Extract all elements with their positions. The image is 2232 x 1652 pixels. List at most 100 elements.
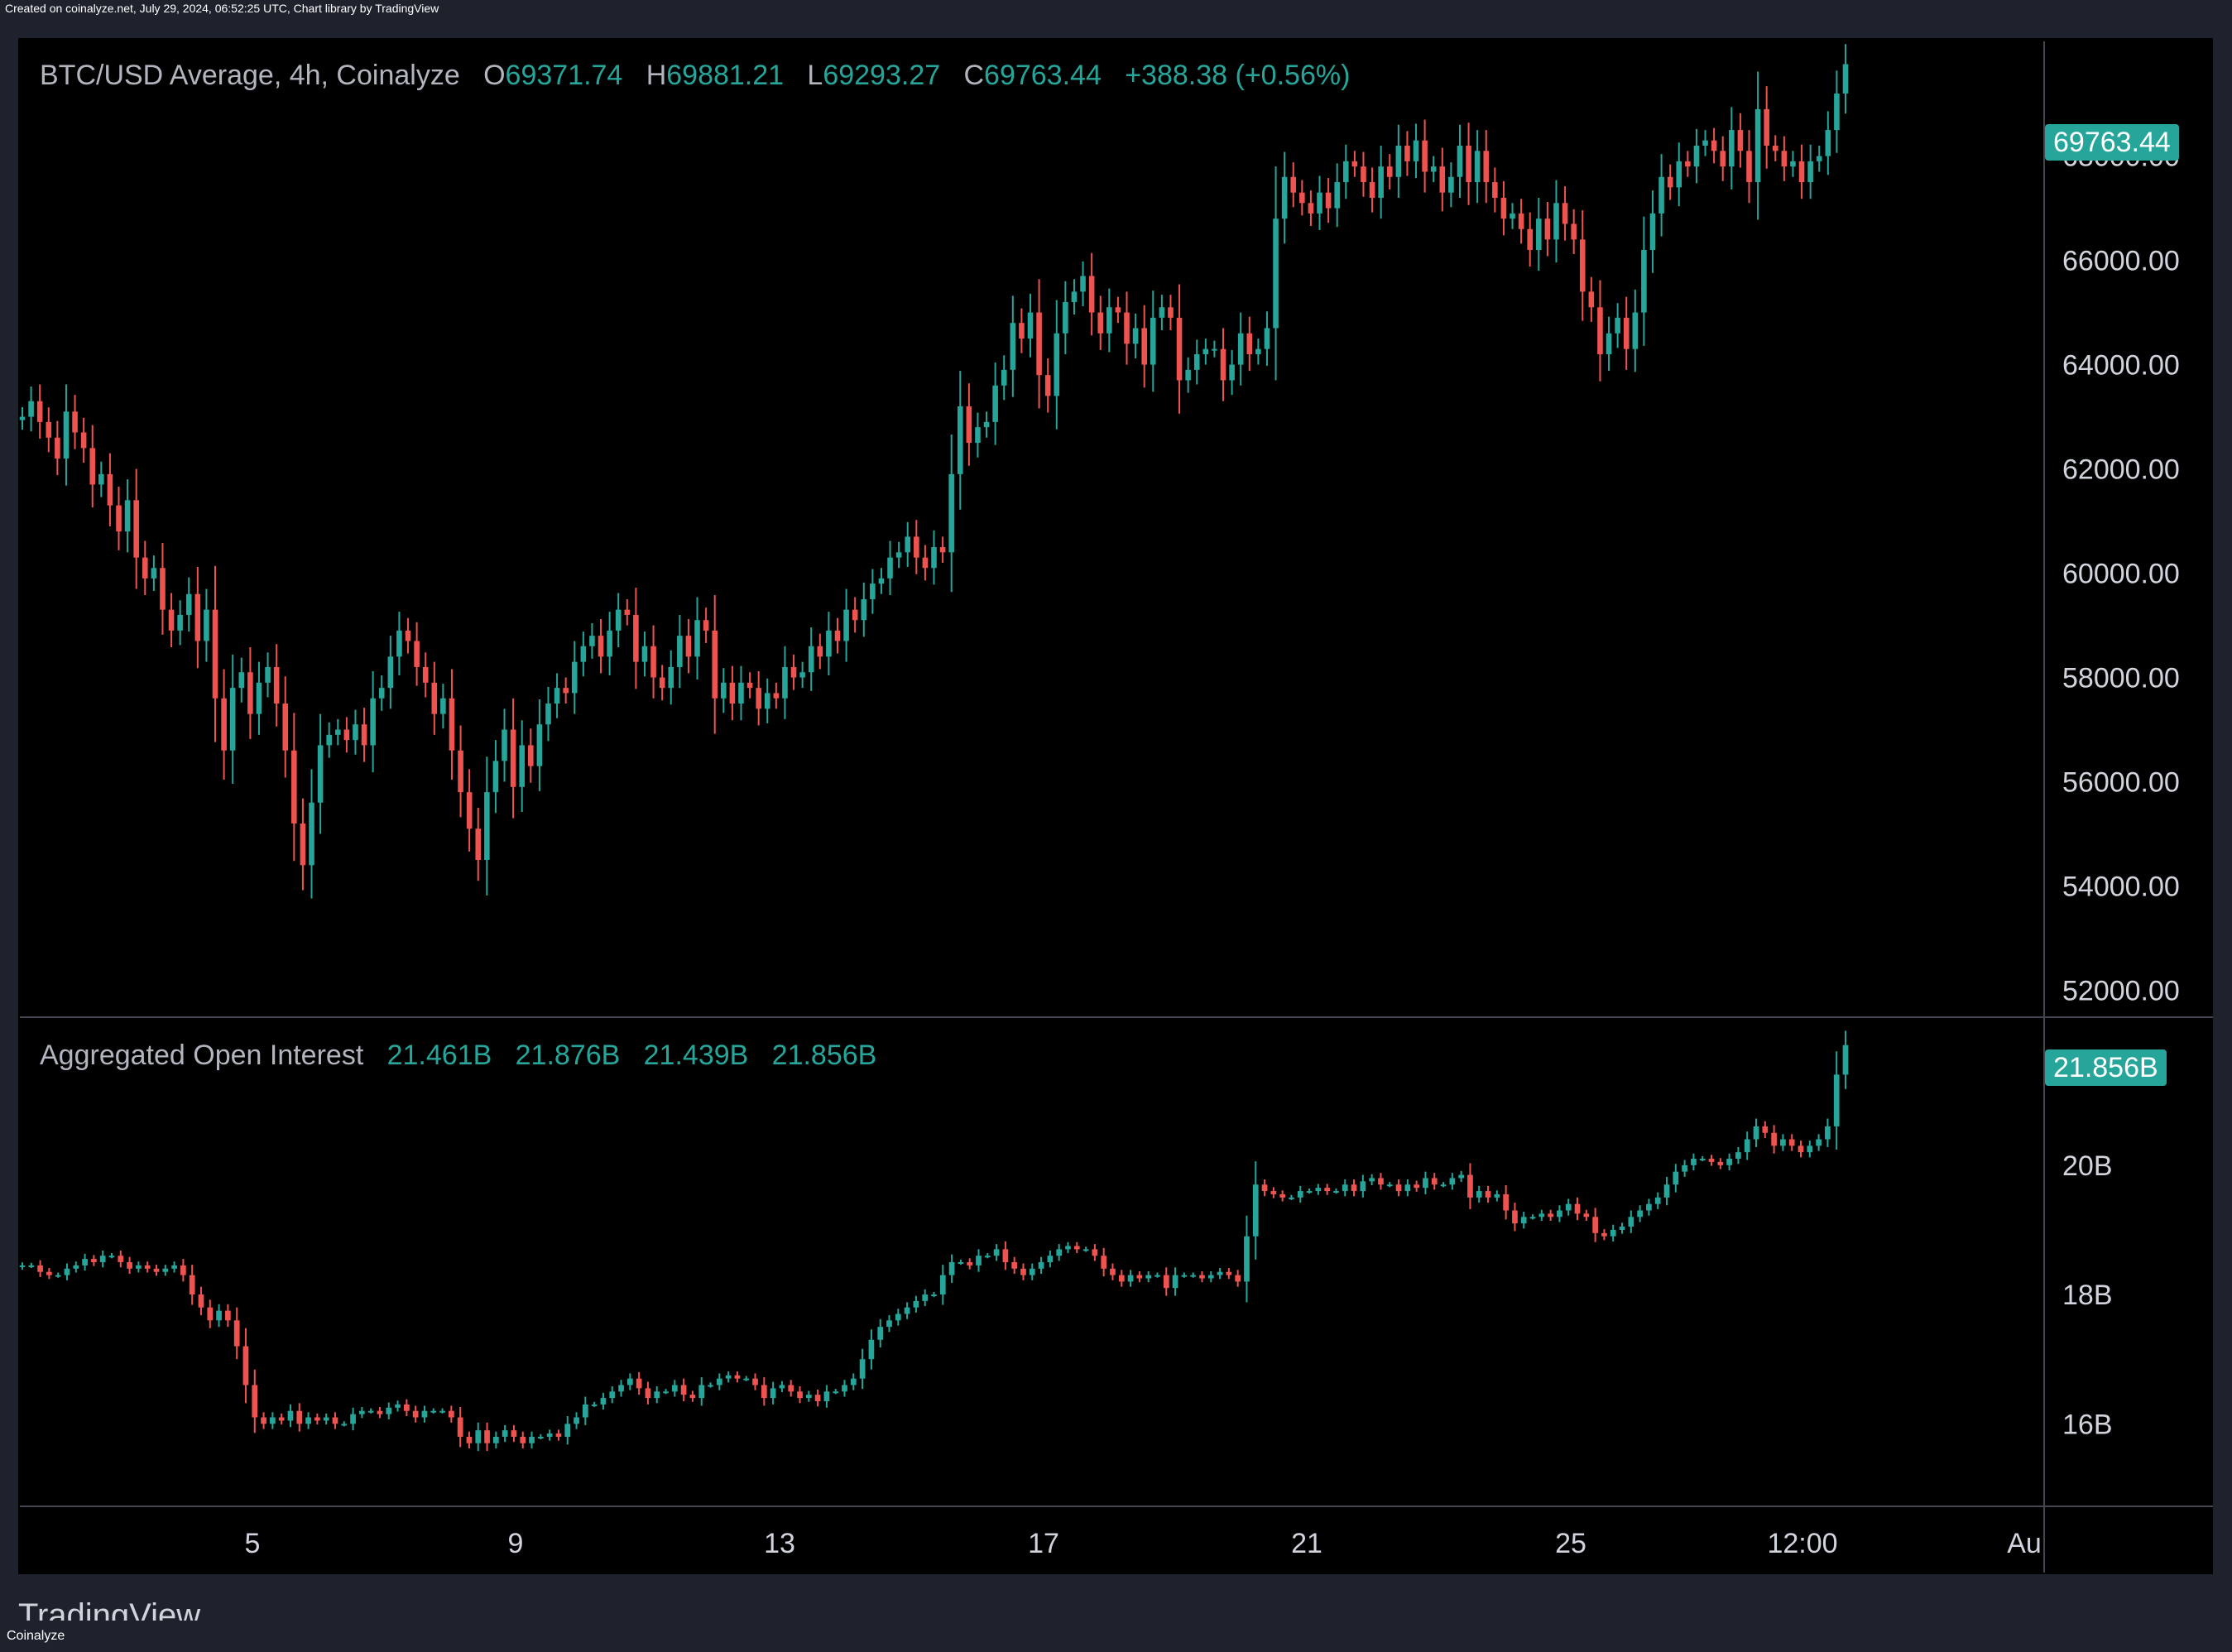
price-candle: [1124, 312, 1130, 344]
oi-candle: [984, 1256, 991, 1258]
oi-candle: [1833, 1074, 1840, 1126]
oi-candle: [252, 1385, 258, 1418]
oi-candle: [618, 1385, 624, 1392]
oi-candle: [609, 1391, 616, 1399]
oi-candle: [278, 1417, 285, 1421]
price-candle: [282, 704, 289, 751]
footer-credit: Coinalyze: [7, 1629, 65, 1643]
price-candle: [1273, 219, 1279, 329]
price-candle: [194, 593, 201, 641]
price-candle: [1054, 333, 1060, 396]
oi-candle: [913, 1300, 919, 1308]
price-candle: [273, 666, 280, 704]
oi-candle: [1780, 1139, 1786, 1146]
price-candle: [1483, 151, 1490, 183]
price-candle: [1737, 130, 1744, 151]
price-candle: [1351, 161, 1358, 167]
oi-candle: [1646, 1203, 1652, 1211]
price-candle: [1518, 213, 1524, 229]
price-candle: [387, 656, 394, 689]
oi-candle: [404, 1404, 410, 1411]
price-candle: [1422, 140, 1428, 172]
oi-candle: [1691, 1158, 1697, 1165]
oi-candle: [1038, 1262, 1044, 1269]
price-candle: [1413, 140, 1419, 161]
price-candle: [221, 698, 227, 751]
oi-candle: [1503, 1193, 1509, 1211]
oi-candle: [1557, 1210, 1562, 1217]
price-candle: [1790, 161, 1796, 167]
oi-legend: Aggregated Open Interest 21.461B 21.876B…: [40, 1040, 877, 1071]
oi-candle: [1315, 1188, 1322, 1192]
price-candle: [466, 792, 473, 829]
price-candle: [905, 536, 911, 553]
oi-candle: [555, 1433, 562, 1437]
price-candle: [975, 427, 981, 444]
oi-candle: [1520, 1217, 1527, 1224]
oi-candle: [171, 1265, 177, 1269]
price-candle: [1457, 145, 1463, 177]
oi-candle: [1798, 1145, 1804, 1153]
price-candle: [1702, 140, 1708, 146]
price-candle: [510, 729, 516, 787]
price-candle: [1649, 213, 1656, 250]
oi-candle: [1744, 1139, 1750, 1153]
price-candle: [116, 505, 122, 532]
price-candle: [878, 578, 885, 584]
oi-candle: [430, 1410, 437, 1413]
price-tick-label: 64000.00: [2062, 350, 2180, 382]
oi-candle: [546, 1433, 553, 1437]
oi-candle: [1244, 1236, 1250, 1282]
oi-tick-label: 18B: [2062, 1280, 2113, 1311]
price-candle: [1492, 182, 1498, 198]
oi-candle: [1414, 1184, 1419, 1189]
price-candle: [887, 557, 893, 579]
price-candle: [607, 630, 612, 657]
oi-candle: [1127, 1275, 1134, 1282]
price-candle: [1386, 166, 1393, 177]
oi-candle: [493, 1436, 499, 1443]
price-candle: [1685, 161, 1691, 167]
price-candle: [1404, 145, 1410, 161]
price-candle: [1553, 203, 1559, 240]
oi-candle: [1529, 1217, 1536, 1219]
oi-candle: [198, 1294, 204, 1308]
price-candle: [1597, 307, 1603, 354]
oi-candle: [1771, 1132, 1777, 1146]
oi-candle: [305, 1417, 311, 1424]
price-candle: [826, 630, 832, 657]
price-candle: [1063, 301, 1068, 334]
oi-candle: [287, 1410, 294, 1421]
oi-candle: [680, 1385, 687, 1395]
price-candle: [1088, 276, 1095, 313]
oi-candle: [189, 1275, 195, 1295]
oi-candle: [922, 1294, 929, 1301]
oi-candle: [1333, 1191, 1339, 1193]
oi-candle: [323, 1417, 329, 1421]
oi-candle: [1663, 1184, 1670, 1198]
price-candle: [1834, 93, 1840, 131]
price-candle: [1658, 176, 1664, 214]
oi-candle: [296, 1410, 303, 1424]
price-candle: [1229, 364, 1235, 381]
price-candle: [440, 698, 446, 714]
oi-candle: [868, 1339, 875, 1360]
oi-candle: [1199, 1275, 1205, 1279]
oi-candle: [895, 1313, 901, 1321]
price-candle: [1325, 192, 1332, 209]
price-candle: [1246, 333, 1253, 354]
price-candle: [966, 406, 972, 444]
oi-candle: [314, 1417, 320, 1421]
oi-candle: [484, 1430, 490, 1443]
oi-candle: [1110, 1268, 1116, 1275]
price-candle: [1720, 151, 1726, 167]
price-candle: [1842, 64, 1849, 94]
price-candle: [212, 609, 218, 699]
oi-candle: [904, 1307, 910, 1314]
price-candle: [545, 704, 551, 725]
price-candle: [756, 688, 761, 709]
oi-candle: [886, 1320, 892, 1328]
price-candle: [396, 630, 402, 657]
price-candle: [168, 609, 175, 631]
